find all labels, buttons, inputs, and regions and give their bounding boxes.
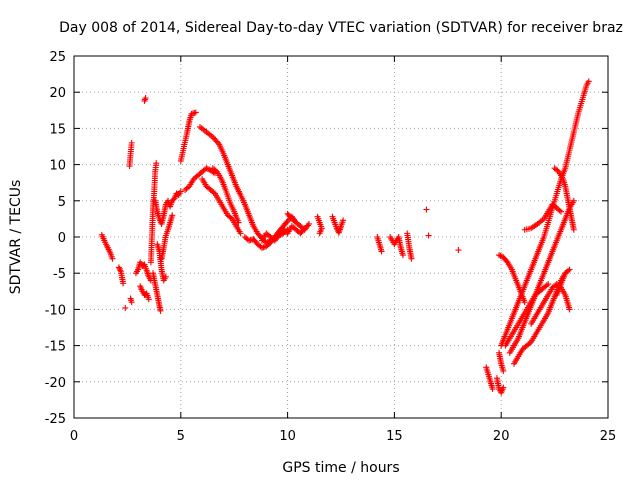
y-tick-label: 10 — [49, 159, 66, 174]
data-point — [425, 232, 432, 239]
data-point — [120, 280, 127, 287]
data-point — [122, 304, 129, 311]
data-point — [570, 197, 577, 204]
data-point — [378, 248, 385, 255]
x-axis-label: GPS time / hours — [282, 460, 399, 476]
data-point — [399, 252, 406, 259]
data-point — [340, 217, 347, 224]
data-point — [192, 109, 199, 116]
x-tick-label: 15 — [386, 429, 403, 444]
plot-frame — [73, 55, 609, 419]
data-point — [554, 167, 561, 174]
y-axis-label: SDTVAR / TECUs — [8, 180, 24, 295]
x-tick-label: 10 — [279, 429, 296, 444]
data-point — [526, 340, 533, 347]
data-point — [545, 281, 552, 288]
data-point — [556, 207, 563, 214]
data-point — [203, 165, 210, 172]
data-point — [209, 134, 216, 141]
data-point — [489, 386, 496, 393]
data-point — [500, 367, 507, 374]
data-point — [212, 167, 219, 174]
data-point — [543, 282, 550, 289]
data-point — [145, 296, 152, 303]
data-point — [423, 206, 430, 213]
data-point — [558, 208, 565, 215]
y-tick-label: -20 — [45, 376, 66, 391]
data-point — [566, 266, 573, 273]
data-point — [115, 264, 122, 271]
data-point — [235, 219, 242, 226]
data-point — [109, 255, 116, 262]
x-tick-label: 0 — [70, 429, 78, 444]
data-point — [316, 230, 323, 237]
y-tick-label: 0 — [58, 231, 66, 246]
data-points — [98, 78, 592, 396]
x-tick-label: 5 — [177, 429, 185, 444]
data-point — [204, 165, 211, 172]
data-point — [227, 214, 234, 221]
data-point — [214, 139, 221, 146]
data-point — [284, 218, 291, 225]
data-point — [210, 189, 217, 196]
data-point — [128, 299, 135, 306]
data-point — [153, 160, 160, 167]
data-point — [128, 139, 135, 146]
data-point — [142, 94, 149, 101]
data-point — [565, 267, 572, 274]
data-point — [497, 252, 504, 259]
y-tick-label: -5 — [53, 267, 66, 282]
data-point — [496, 252, 503, 259]
data-point — [570, 226, 577, 233]
data-point — [117, 267, 124, 274]
y-tick-label: 5 — [58, 195, 66, 210]
chart-title: Day 008 of 2014, Sidereal Day-to-day VTE… — [59, 20, 623, 36]
x-tick-label: 20 — [493, 429, 510, 444]
data-point — [503, 258, 510, 265]
x-tick-label: 25 — [600, 429, 617, 444]
data-point — [212, 136, 219, 143]
y-tick-label: -15 — [45, 340, 66, 355]
data-point — [585, 78, 592, 85]
data-point — [213, 138, 220, 145]
data-point — [500, 384, 507, 391]
data-point — [116, 265, 123, 272]
data-point — [408, 255, 415, 262]
data-point — [521, 299, 528, 306]
data-point — [455, 247, 462, 254]
data-point — [237, 230, 244, 237]
data-point — [184, 184, 191, 191]
y-tick-label: -25 — [45, 412, 66, 427]
axis-ticks: 0 5 10 15 20 25 -25 -20 -15 -10 -5 0 5 10 15 20 25 — [45, 50, 617, 444]
data-point — [305, 220, 312, 227]
data-point — [169, 212, 176, 219]
y-tick-label: 15 — [49, 122, 66, 137]
y-tick-label: 25 — [49, 50, 66, 65]
data-point — [566, 306, 573, 313]
data-point — [177, 188, 184, 195]
data-point — [162, 273, 169, 280]
y-tick-label: 20 — [49, 86, 66, 101]
data-point — [211, 135, 218, 142]
y-tick-label: -10 — [45, 303, 66, 318]
data-point — [157, 307, 164, 314]
data-point — [304, 222, 311, 229]
